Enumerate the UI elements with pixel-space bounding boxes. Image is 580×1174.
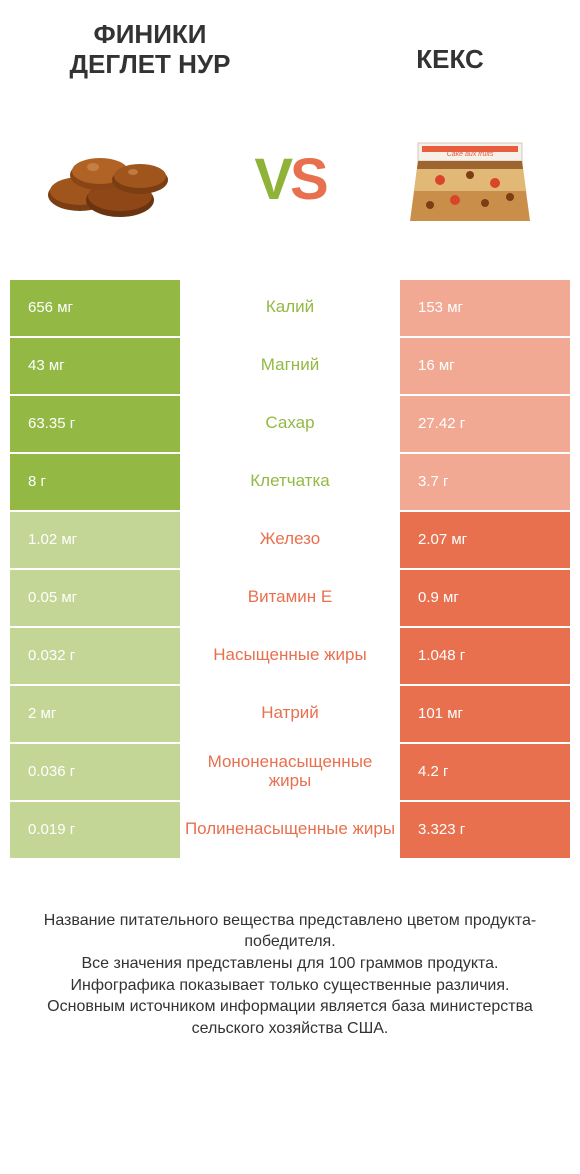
right-value: 27.42 г	[400, 396, 570, 452]
nutrient-label: Полиненасыщенные жиры	[180, 802, 400, 858]
right-value: 101 мг	[400, 686, 570, 742]
left-product-image	[30, 120, 190, 240]
header: ФИНИКИ ДЕГЛЕТ НУР КЕКС	[0, 0, 580, 90]
left-value: 0.032 г	[10, 628, 180, 684]
right-value: 3.7 г	[400, 454, 570, 510]
left-value: 43 мг	[10, 338, 180, 394]
table-row: 656 мгКалий153 мг	[10, 280, 570, 338]
svg-text:Cake aux fruits: Cake aux fruits	[447, 151, 494, 158]
right-value: 0.9 мг	[400, 570, 570, 626]
right-value: 1.048 г	[400, 628, 570, 684]
left-product-title: ФИНИКИ ДЕГЛЕТ НУР	[40, 20, 260, 80]
table-row: 63.35 гСахар27.42 г	[10, 396, 570, 454]
left-value: 1.02 мг	[10, 512, 180, 568]
vs-v: V	[254, 147, 290, 212]
right-value: 153 мг	[400, 280, 570, 336]
table-row: 43 мгМагний16 мг	[10, 338, 570, 396]
table-row: 0.019 гПолиненасыщенные жиры3.323 г	[10, 802, 570, 860]
footer-line-4: Основным источником информации является …	[20, 996, 560, 1039]
table-row: 1.02 мгЖелезо2.07 мг	[10, 512, 570, 570]
table-row: 0.036 гМононенасыщенные жиры4.2 г	[10, 744, 570, 802]
right-product-image: Cake aux fruits	[390, 120, 550, 240]
right-value: 3.323 г	[400, 802, 570, 858]
footer-line-3: Инфографика показывает только существенн…	[20, 975, 560, 997]
footer-line-2: Все значения представлены для 100 граммо…	[20, 953, 560, 975]
left-value: 63.35 г	[10, 396, 180, 452]
cake-icon: Cake aux fruits	[400, 125, 540, 235]
nutrient-label: Калий	[180, 280, 400, 336]
nutrient-label: Сахар	[180, 396, 400, 452]
left-value: 0.019 г	[10, 802, 180, 858]
left-value: 656 мг	[10, 280, 180, 336]
nutrient-label: Железо	[180, 512, 400, 568]
left-value: 2 мг	[10, 686, 180, 742]
table-row: 8 гКлетчатка3.7 г	[10, 454, 570, 512]
left-value: 0.05 мг	[10, 570, 180, 626]
footer-line-1: Название питательного вещества представл…	[20, 910, 560, 953]
dates-icon	[35, 125, 185, 235]
table-row: 2 мгНатрий101 мг	[10, 686, 570, 744]
right-value: 2.07 мг	[400, 512, 570, 568]
right-value: 4.2 г	[400, 744, 570, 800]
right-product-title: КЕКС	[360, 20, 540, 80]
vs-s: S	[290, 147, 326, 212]
comparison-table: 656 мгКалий153 мг43 мгМагний16 мг63.35 г…	[0, 280, 580, 860]
vs-label: VS	[254, 146, 325, 213]
nutrient-label: Витамин E	[180, 570, 400, 626]
right-value: 16 мг	[400, 338, 570, 394]
images-row: VS Cake aux fruits	[0, 90, 580, 280]
table-row: 0.032 гНасыщенные жиры1.048 г	[10, 628, 570, 686]
nutrient-label: Клетчатка	[180, 454, 400, 510]
left-value: 8 г	[10, 454, 180, 510]
nutrient-label: Магний	[180, 338, 400, 394]
nutrient-label: Натрий	[180, 686, 400, 742]
left-value: 0.036 г	[10, 744, 180, 800]
nutrient-label: Насыщенные жиры	[180, 628, 400, 684]
table-row: 0.05 мгВитамин E0.9 мг	[10, 570, 570, 628]
footer-notes: Название питательного вещества представл…	[0, 860, 580, 1040]
nutrient-label: Мононенасыщенные жиры	[180, 744, 400, 800]
